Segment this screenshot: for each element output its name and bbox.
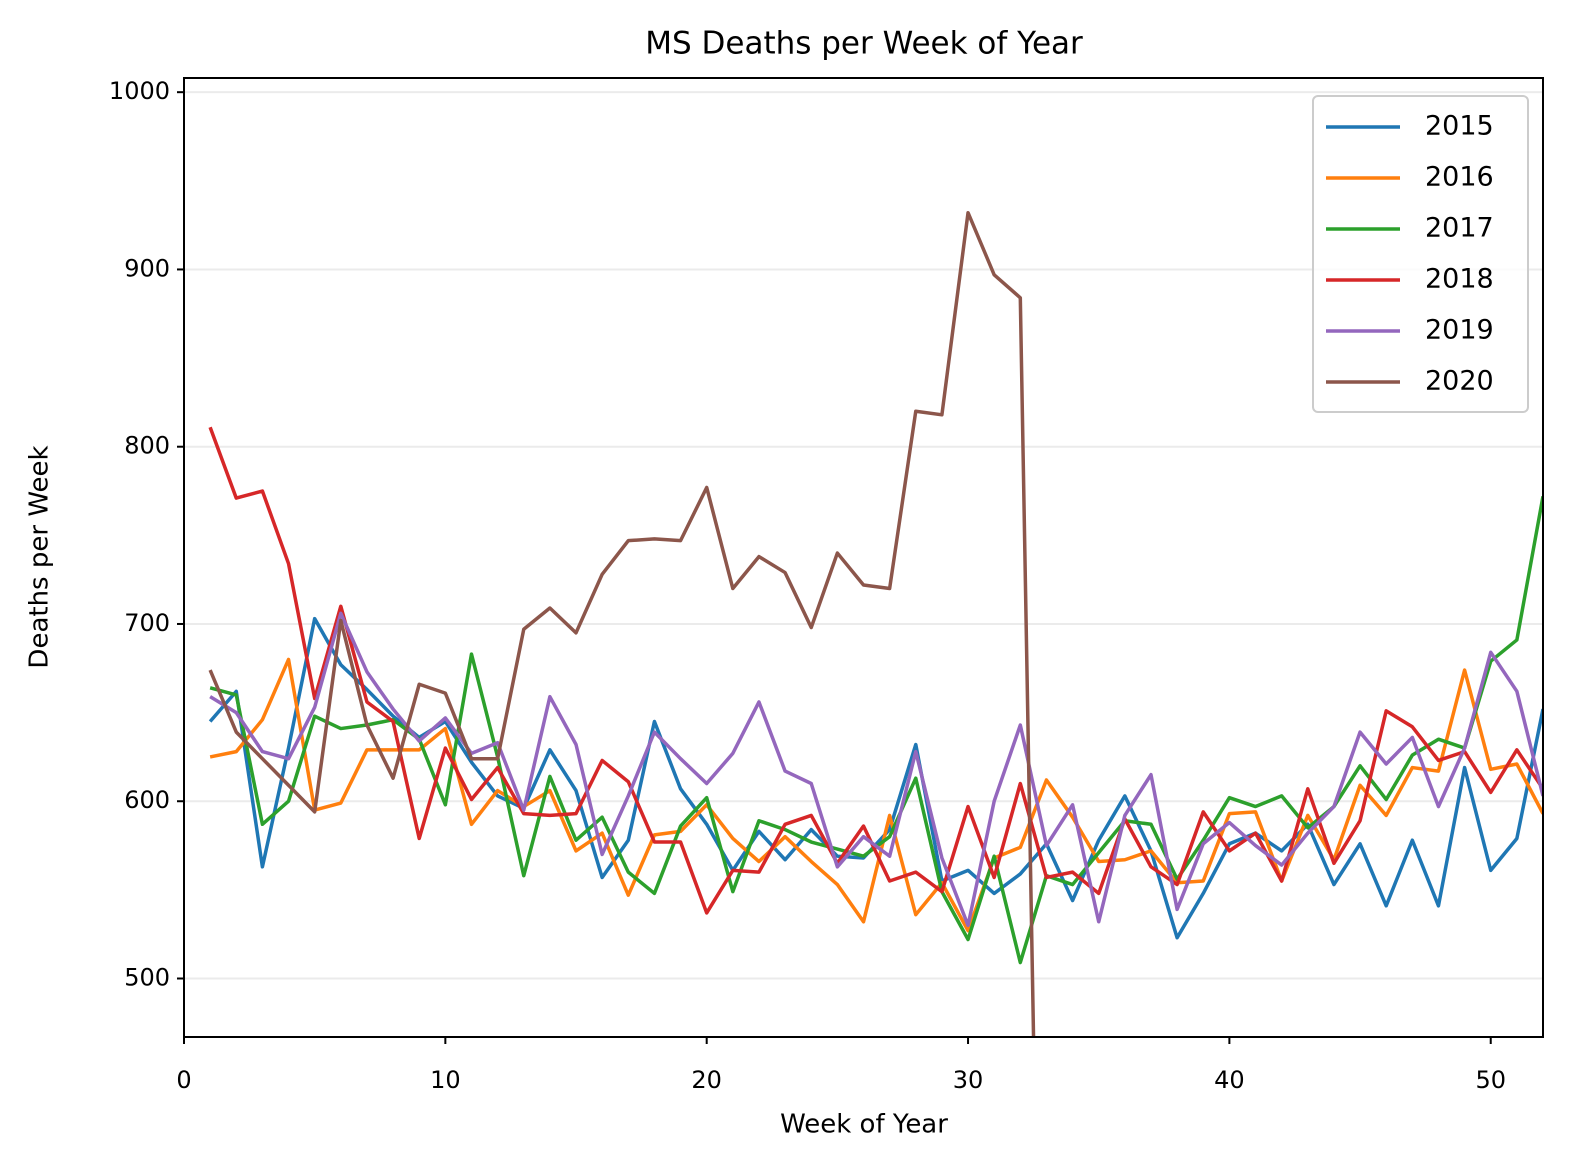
chart-title: MS Deaths per Week of Year [645,26,1083,62]
series-line [209,611,1543,928]
x-tick-label: 20 [691,1066,722,1094]
y-tick-label: 700 [124,609,170,637]
x-tick-label: 0 [176,1066,191,1094]
x-tick-label: 10 [430,1066,461,1094]
plot-area [208,210,1543,1037]
x-axis-label: Week of Year [780,1110,948,1140]
legend-label: 2020 [1425,366,1494,397]
axes: 500 600 700 800 900 1000 0 10 20 30 40 50 [109,77,1506,1094]
legend-label: 2018 [1425,264,1494,295]
series-line [209,657,1543,933]
x-tick-label: 50 [1475,1066,1506,1094]
legend-label: 2017 [1425,213,1494,244]
x-tick-label: 40 [1214,1066,1245,1094]
y-tick-label: 800 [124,432,170,460]
series-line [208,426,1543,915]
y-tick-label: 500 [124,964,170,992]
y-axis-label: Deaths per Week [25,445,55,668]
plot-frame [183,77,1544,1038]
y-tick-label: 600 [124,786,170,814]
legend-label: 2015 [1425,111,1494,142]
x-tick-label: 30 [953,1066,984,1094]
legend-label: 2016 [1425,162,1494,193]
legend-box [1312,95,1529,413]
y-tick-label: 1000 [109,77,170,105]
legend: 2015 2016 2017 2018 2019 2020 [1312,95,1529,413]
series-line [208,210,1036,1037]
legend-label: 2019 [1425,315,1494,346]
y-tick-label: 900 [124,254,170,282]
